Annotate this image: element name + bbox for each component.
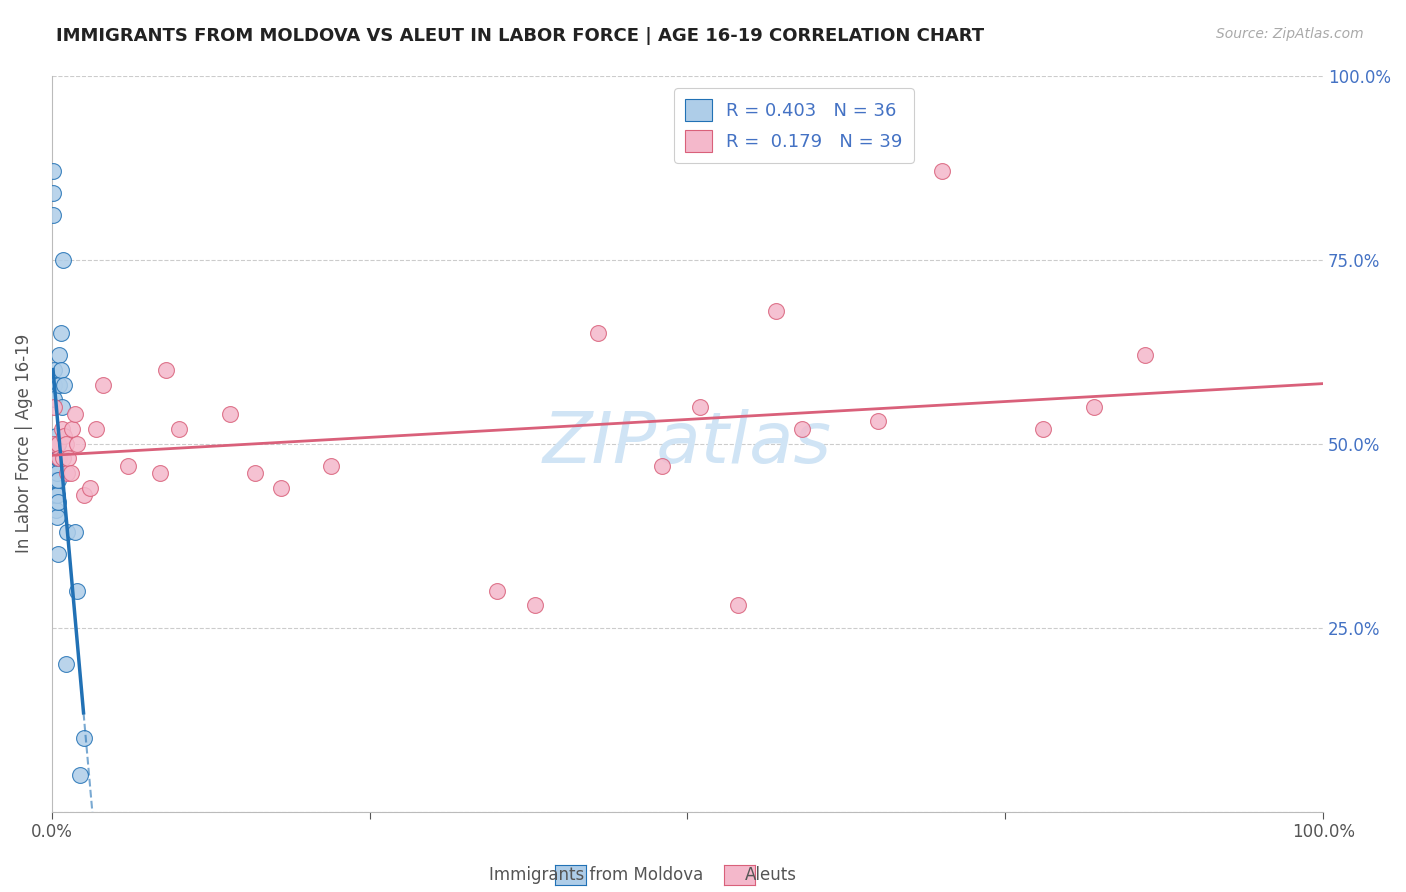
Point — [45, 473, 67, 487]
Text: IMMIGRANTS FROM MOLDOVA VS ALEUT IN LABOR FORCE | AGE 16-19 CORRELATION CHART: IMMIGRANTS FROM MOLDOVA VS ALEUT IN LABO… — [56, 27, 984, 45]
Point — [48, 377, 70, 392]
Point — [56, 466, 79, 480]
Point — [45, 502, 67, 516]
Point — [79, 481, 101, 495]
Text: Source: ZipAtlas.com: Source: ZipAtlas.com — [1216, 27, 1364, 41]
Point — [55, 436, 77, 450]
Point — [84, 422, 107, 436]
Point — [44, 377, 66, 392]
Point — [69, 768, 91, 782]
Point — [42, 208, 65, 222]
Point — [790, 422, 813, 436]
Y-axis label: In Labor Force | Age 16-19: In Labor Force | Age 16-19 — [15, 334, 32, 553]
Point — [321, 458, 343, 473]
Point — [46, 547, 69, 561]
Point — [66, 436, 89, 450]
Point — [91, 377, 114, 392]
Point — [1032, 422, 1054, 436]
Point — [52, 252, 75, 267]
Point — [1083, 400, 1105, 414]
Point — [727, 599, 749, 613]
Point — [63, 407, 86, 421]
Point — [45, 466, 67, 480]
Point — [42, 186, 65, 201]
Point — [51, 400, 73, 414]
Point — [58, 451, 80, 466]
Point — [44, 363, 66, 377]
Point — [931, 164, 953, 178]
Point — [51, 422, 73, 436]
Point — [44, 392, 66, 407]
Point — [45, 429, 67, 443]
Point — [45, 451, 67, 466]
Point — [46, 451, 69, 466]
Point — [117, 458, 139, 473]
Text: Aleuts: Aleuts — [745, 866, 797, 884]
Point — [149, 466, 172, 480]
Text: Immigrants from Moldova: Immigrants from Moldova — [489, 866, 703, 884]
Point — [270, 481, 292, 495]
Point — [868, 414, 890, 428]
Point — [1133, 348, 1156, 362]
Point — [53, 377, 76, 392]
Point — [651, 458, 673, 473]
Point — [46, 473, 69, 487]
Legend: R = 0.403   N = 36, R =  0.179   N = 39: R = 0.403 N = 36, R = 0.179 N = 39 — [673, 88, 914, 163]
Point — [523, 599, 546, 613]
Point — [66, 583, 89, 598]
Point — [46, 495, 69, 509]
Point — [689, 400, 711, 414]
Point — [59, 466, 82, 480]
Point — [56, 524, 79, 539]
Point — [42, 436, 65, 450]
Point — [45, 488, 67, 502]
Point — [48, 451, 70, 466]
Text: ZIPatlas: ZIPatlas — [543, 409, 832, 478]
Point — [52, 451, 75, 466]
Point — [72, 488, 94, 502]
Point — [42, 164, 65, 178]
Point — [155, 363, 177, 377]
Point — [243, 466, 266, 480]
Point — [53, 429, 76, 443]
Point — [49, 326, 72, 340]
Point — [765, 304, 787, 318]
Point — [49, 363, 72, 377]
Point — [45, 488, 67, 502]
Point — [60, 422, 83, 436]
Point — [485, 583, 508, 598]
Point — [45, 510, 67, 524]
Point — [72, 731, 94, 745]
Point — [63, 524, 86, 539]
Point — [218, 407, 240, 421]
Point — [48, 348, 70, 362]
Point — [45, 436, 67, 450]
Point — [55, 657, 77, 672]
Point — [588, 326, 610, 340]
Point — [46, 436, 69, 450]
Point — [46, 436, 69, 450]
Point — [45, 436, 67, 450]
Point — [45, 458, 67, 473]
Point — [45, 443, 67, 458]
Point — [44, 400, 66, 414]
Point — [167, 422, 190, 436]
